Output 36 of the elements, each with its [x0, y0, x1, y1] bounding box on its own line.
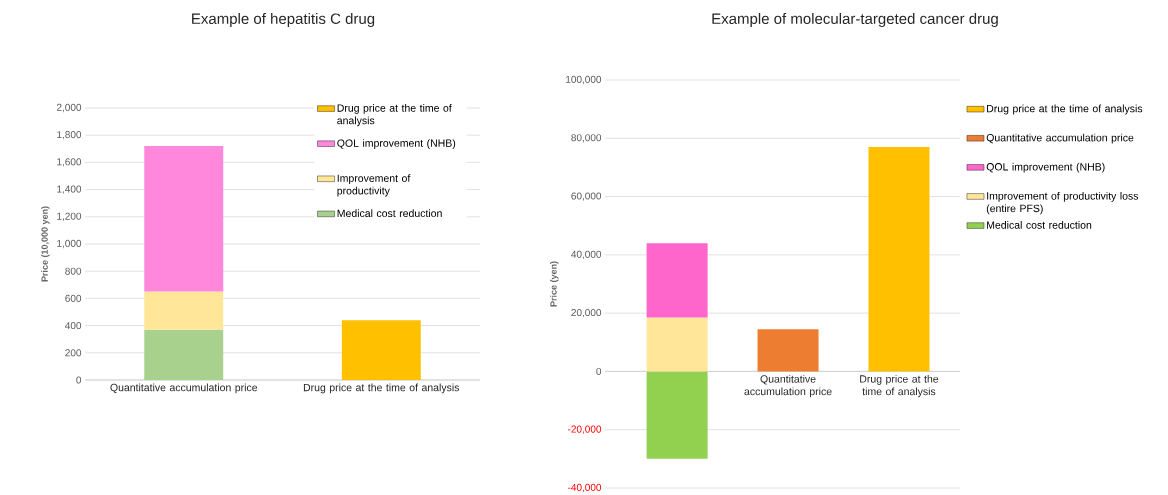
y-tick-label: 1,800	[57, 131, 82, 140]
legend-label: Improvement of productivity	[337, 174, 411, 197]
y-tick-label: 200	[65, 349, 82, 357]
legend-label: Improvement of productivity loss (entire PFS)	[986, 191, 1139, 215]
y-tick-label: -20,000	[568, 425, 602, 434]
chart-title: Example of molecular-targeted cancer drug	[712, 13, 998, 27]
x-tick-label: Quantitative accumulation price	[110, 383, 258, 394]
y-tick-label: 0	[76, 376, 82, 384]
legend-label: Quantitative accumulation price	[986, 133, 1134, 144]
chart-title: Example of hepatitis C drug	[192, 13, 375, 27]
y-tick-label: 1,200	[57, 212, 82, 221]
x-tick-label: Drug price at the time of analysis	[860, 374, 939, 398]
y-tick-label: 1,400	[57, 185, 82, 194]
y-axis-title: Price (yen)	[550, 261, 559, 307]
legend-label: Medical cost reduction	[987, 221, 1092, 229]
y-tick-label: 1,600	[57, 158, 82, 167]
y-tick-label: 400	[65, 322, 82, 330]
y-tick-label: 80,000	[571, 134, 602, 143]
legend-label: Medical cost reduction	[337, 209, 442, 218]
legend-label: Drug price at the time of analysis	[337, 104, 452, 127]
x-tick-label: Drug price at the time of analysis	[303, 383, 460, 394]
y-tick-label: 2,000	[56, 103, 82, 113]
y-tick-label: 600	[65, 294, 82, 302]
y-tick-label: -40,000	[568, 483, 602, 493]
legend-label: Drug price at the time of analysis	[987, 104, 1143, 115]
y-axis-title: Price (10,000 yen)	[41, 206, 50, 282]
y-tick-label: 800	[65, 267, 82, 275]
x-tick-label: Quantitative accumulation price	[744, 374, 832, 398]
legend-label: QOL improvement (NHB)	[986, 162, 1105, 173]
y-tick-label: 40,000	[571, 250, 602, 259]
y-tick-label: 0	[596, 367, 602, 375]
y-tick-label: 20,000	[571, 309, 602, 318]
legend-label: QOL improvement (NHB)	[337, 139, 456, 149]
y-tick-label: 1,000	[57, 239, 82, 249]
y-tick-label: 100,000	[566, 75, 602, 85]
y-tick-label: 60,000	[571, 192, 602, 201]
